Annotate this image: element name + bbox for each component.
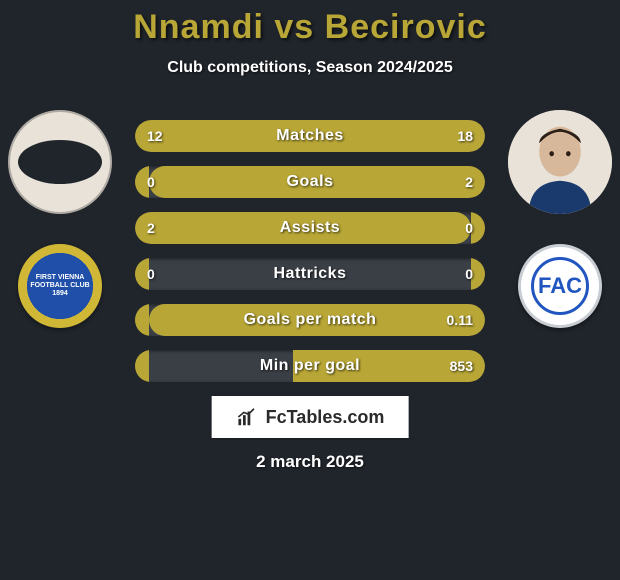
stat-value-left: [135, 350, 159, 382]
stat-value-left: [135, 304, 159, 336]
right-club-label: FAC: [538, 273, 582, 299]
stat-label: Hattricks: [135, 258, 485, 290]
avatar-placeholder-icon: [18, 140, 102, 184]
stat-value-right: 2: [453, 166, 485, 198]
stat-label: Goals: [135, 166, 485, 198]
stat-row: Hattricks0 0: [135, 258, 485, 290]
right-club-badge: FAC: [518, 244, 602, 328]
stat-value-left: 2: [135, 212, 167, 244]
left-club-label: FIRST VIENNA FOOTBALL CLUB 1894: [21, 268, 99, 303]
stat-row: Goals per match0.11: [135, 304, 485, 336]
stat-label: Goals per match: [135, 304, 485, 336]
stat-row: Min per goal853: [135, 350, 485, 382]
title-vs: vs: [274, 8, 314, 46]
left-player-avatar: [8, 110, 112, 214]
left-player-column: FIRST VIENNA FOOTBALL CLUB 1894: [0, 110, 120, 328]
page-title: Nnamdi vs Becirovic: [0, 0, 620, 47]
stat-row: Assists2 0: [135, 212, 485, 244]
chart-icon: [236, 406, 258, 428]
right-player-avatar: [508, 110, 612, 214]
stat-value-right: 18: [445, 120, 485, 152]
stat-bars: Matches1218Goals02Assists20Hattricks00Go…: [135, 120, 485, 382]
source-badge[interactable]: FcTables.com: [212, 396, 409, 438]
date-label: 2 march 2025: [0, 452, 620, 472]
stat-value-left: 0: [135, 166, 167, 198]
right-player-column: FAC: [500, 110, 620, 328]
stat-label: Matches: [135, 120, 485, 152]
stat-label: Min per goal: [135, 350, 485, 382]
stat-value-right: 0: [453, 258, 485, 290]
person-icon: [508, 110, 612, 214]
left-club-badge: FIRST VIENNA FOOTBALL CLUB 1894: [18, 244, 102, 328]
stat-label: Assists: [135, 212, 485, 244]
stat-row: Matches12 18: [135, 120, 485, 152]
title-right: Becirovic: [325, 8, 487, 46]
subtitle: Club competitions, Season 2024/2025: [0, 59, 620, 77]
source-label: FcTables.com: [266, 407, 385, 428]
stat-value-right: 0.11: [435, 304, 485, 336]
stat-value-left: 0: [135, 258, 167, 290]
title-left: Nnamdi: [133, 8, 264, 46]
stat-value-left: 12: [135, 120, 175, 152]
comparison-card: Nnamdi vs Becirovic Club competitions, S…: [0, 0, 620, 580]
stat-value-right: 853: [438, 350, 485, 382]
stat-row: Goals0 2: [135, 166, 485, 198]
stat-value-right: 0: [453, 212, 485, 244]
